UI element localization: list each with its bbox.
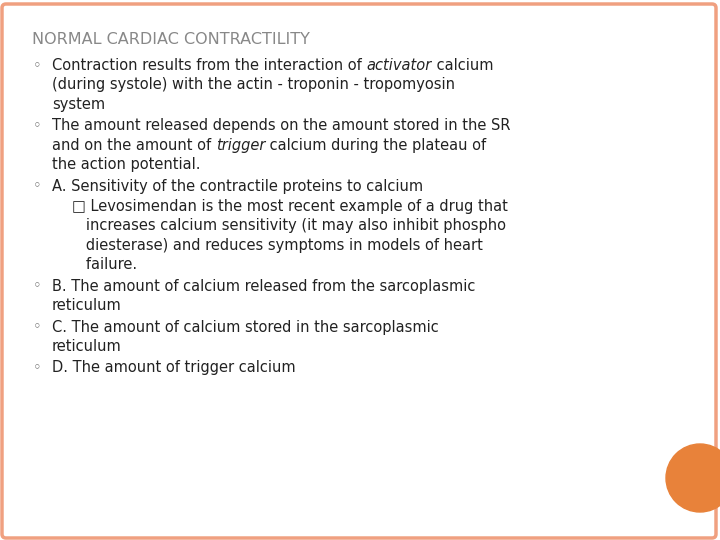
Text: and on the amount of: and on the amount of — [52, 138, 216, 153]
Text: ◦: ◦ — [33, 58, 42, 73]
Text: ◦: ◦ — [33, 179, 42, 193]
Text: diesterase) and reduces symptoms in models of heart: diesterase) and reduces symptoms in mode… — [72, 238, 483, 253]
Text: Contraction results from the interaction of: Contraction results from the interaction… — [52, 58, 366, 73]
Text: ◦: ◦ — [33, 279, 42, 294]
Text: D. The amount of trigger calcium: D. The amount of trigger calcium — [52, 360, 296, 375]
Text: calcium: calcium — [431, 58, 493, 73]
Text: increases calcium sensitivity (it may also inhibit phospho: increases calcium sensitivity (it may al… — [72, 218, 506, 233]
Text: (during systole) with the actin - troponin - tropomyosin: (during systole) with the actin - tropon… — [52, 77, 455, 92]
Text: failure.: failure. — [72, 257, 137, 272]
Text: system: system — [52, 97, 105, 112]
FancyBboxPatch shape — [2, 4, 716, 538]
Text: C. The amount of calcium stored in the sarcoplasmic: C. The amount of calcium stored in the s… — [52, 320, 438, 334]
Text: □ Levosimendan is the most recent example of a drug that: □ Levosimendan is the most recent exampl… — [72, 199, 508, 214]
Text: ◦: ◦ — [33, 360, 42, 375]
Text: The amount released depends on the amount stored in the SR: The amount released depends on the amoun… — [52, 118, 510, 133]
Text: the action potential.: the action potential. — [52, 157, 200, 172]
Text: calcium during the plateau of: calcium during the plateau of — [265, 138, 486, 153]
Text: A. Sensitivity of the contractile proteins to calcium: A. Sensitivity of the contractile protei… — [52, 179, 423, 193]
Circle shape — [666, 444, 720, 512]
Text: trigger: trigger — [216, 138, 265, 153]
Text: ◦: ◦ — [33, 320, 42, 334]
Text: ◦: ◦ — [33, 118, 42, 133]
Text: reticulum: reticulum — [52, 339, 122, 354]
Text: NORMAL CARDIAC CONTRACTILITY: NORMAL CARDIAC CONTRACTILITY — [32, 32, 310, 47]
Text: reticulum: reticulum — [52, 298, 122, 313]
Text: activator: activator — [366, 58, 431, 73]
Text: B. The amount of calcium released from the sarcoplasmic: B. The amount of calcium released from t… — [52, 279, 475, 294]
